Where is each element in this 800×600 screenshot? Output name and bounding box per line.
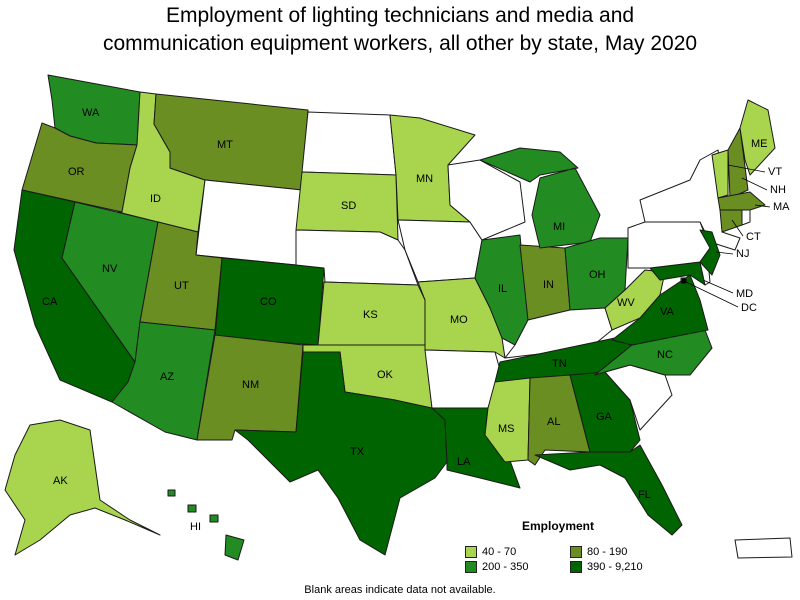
leader-nj — [715, 251, 734, 255]
label-ct: CT — [746, 231, 761, 243]
label-ga: GA — [596, 411, 613, 423]
label-ca: CA — [42, 296, 58, 308]
leader-lines — [683, 164, 771, 308]
label-in: IN — [543, 279, 554, 291]
label-mi: MI — [553, 221, 565, 233]
title-line-1: Employment of lighting technicians and m… — [165, 4, 635, 27]
legend-label-3: 200 - 350 — [482, 561, 529, 573]
label-vt: VT — [768, 166, 782, 178]
legend-swatch-3 — [465, 561, 477, 573]
leader-vt — [727, 164, 766, 173]
state-wy[interactable] — [195, 179, 303, 266]
map-title: Employment of lighting technicians and m… — [0, 2, 800, 58]
state-nd[interactable] — [301, 111, 397, 176]
legend-label-4: 390 - 9,210 — [587, 561, 643, 573]
legend-item-4: 390 - 9,210 — [570, 561, 643, 573]
title-line-2: communication equipment workers, all oth… — [102, 32, 698, 55]
state-wi[interactable] — [447, 159, 526, 241]
leader-nh — [741, 177, 768, 191]
label-id: ID — [150, 193, 161, 205]
state-fl[interactable] — [534, 444, 683, 536]
label-wa: WA — [82, 107, 100, 119]
label-oh: OH — [589, 269, 606, 281]
state-me[interactable] — [739, 99, 776, 176]
label-nm: NM — [242, 379, 259, 391]
label-nc: NC — [657, 349, 673, 361]
label-nj: NJ — [736, 248, 749, 260]
state-labels: WA OR CA ID NV MT UT AZ CO NM SD MN KS O… — [42, 107, 790, 533]
label-nh: NH — [770, 184, 786, 196]
label-ma: MA — [773, 201, 790, 213]
label-ak: AK — [53, 475, 68, 487]
label-ut: UT — [174, 280, 189, 292]
leader-dc — [683, 280, 739, 308]
footnote: Blank areas indicate data not available. — [304, 584, 496, 596]
state-hi[interactable] — [167, 489, 245, 561]
state-az[interactable] — [111, 321, 216, 441]
legend-label-1: 40 - 70 — [482, 546, 517, 558]
label-or: OR — [68, 166, 85, 178]
label-nv: NV — [102, 263, 118, 275]
label-sd: SD — [341, 200, 356, 212]
label-ms: MS — [498, 423, 515, 435]
dc-marker — [681, 278, 687, 284]
leader-md — [702, 279, 734, 294]
label-mt: MT — [217, 139, 233, 151]
state-nh[interactable] — [727, 127, 749, 199]
legend-label-2: 80 - 190 — [587, 546, 628, 558]
label-me: ME — [751, 138, 768, 150]
state-ak[interactable] — [4, 419, 161, 556]
label-tx: TX — [350, 446, 365, 458]
state-co[interactable] — [214, 257, 325, 346]
label-va: VA — [660, 306, 675, 318]
label-la: LA — [457, 456, 471, 468]
label-mo: MO — [450, 314, 468, 326]
state-vt[interactable] — [711, 149, 729, 199]
state-wv[interactable] — [604, 269, 666, 331]
label-il: IL — [498, 283, 507, 295]
label-tn: TN — [552, 358, 567, 370]
state-ar[interactable] — [424, 349, 501, 409]
state-tx[interactable] — [234, 351, 448, 556]
leader-ct — [731, 219, 744, 237]
label-mn: MN — [416, 173, 433, 185]
legend-swatch-4 — [570, 561, 582, 573]
label-fl: FL — [638, 489, 651, 501]
state-pr[interactable] — [734, 537, 793, 559]
legend-item-2: 80 - 190 — [570, 546, 627, 558]
leader-ma — [754, 204, 771, 208]
label-hi: HI — [190, 521, 201, 533]
legend-item-3: 200 - 350 — [465, 561, 528, 573]
state-pa[interactable] — [627, 221, 711, 269]
label-dc: DC — [741, 302, 757, 314]
legend-swatch-2 — [570, 546, 582, 558]
legend-swatch-1 — [465, 546, 477, 558]
state-ma[interactable] — [717, 191, 766, 211]
label-ok: OK — [377, 369, 394, 381]
label-az: AZ — [160, 371, 174, 383]
label-ks: KS — [363, 309, 378, 321]
label-al: AL — [547, 416, 560, 428]
state-ct[interactable] — [719, 209, 743, 233]
state-nj[interactable] — [699, 229, 721, 276]
state-ri[interactable] — [741, 209, 751, 226]
legend-item-1: 40 - 70 — [465, 546, 516, 558]
label-co: CO — [260, 296, 277, 308]
legend-title: Employment — [522, 519, 595, 533]
label-wv: WV — [617, 297, 635, 309]
label-md: MD — [736, 288, 753, 300]
